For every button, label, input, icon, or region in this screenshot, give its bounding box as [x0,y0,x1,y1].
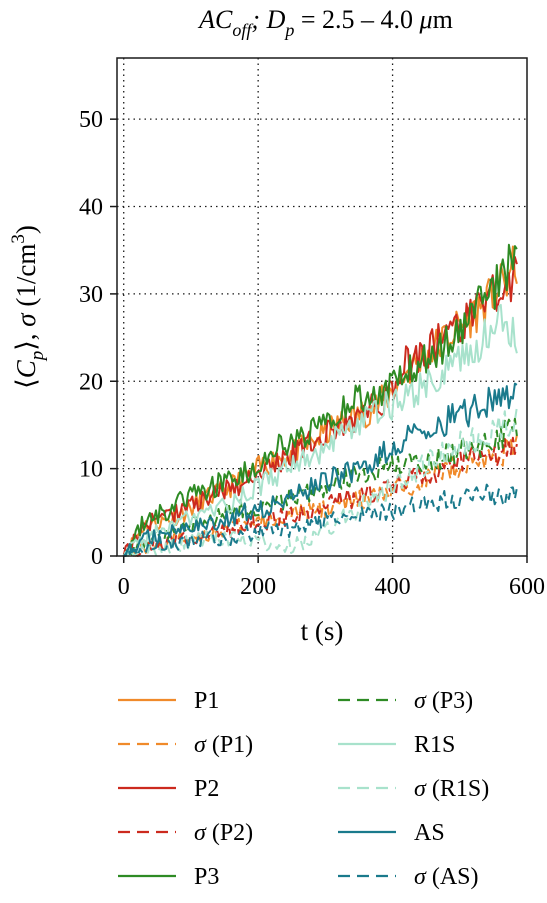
x-axis-label: t (s) [301,616,344,646]
axis-ticks: 0 200 400 600 0 10 20 30 40 50 [79,107,545,600]
legend-label: R1S [414,732,455,758]
legend-label: σ (P3) [414,688,473,714]
series-line-2 [122,256,518,557]
legend-label: AS [414,820,445,846]
series-line-9 [123,483,518,557]
y-tick-label: 40 [79,195,103,221]
series-line-8 [122,382,518,557]
legend: P1 σ (P1) P2 σ (P2) P3 σ (P3) R1S σ (R1S) AS σ (A… [118,688,489,890]
series-line-6 [123,303,518,557]
x-tick-label: 600 [509,574,545,600]
legend-label: σ (P2) [194,820,253,846]
y-tick-label: 10 [79,457,103,483]
legend-label: P1 [194,688,219,714]
series-line-4 [122,243,518,557]
x-tick-label: 200 [240,574,276,600]
chart-title: ACoff; Dp = 2.5 – 4.0 μm [197,5,453,40]
y-axis-label: ⟨Cp⟩, σ (1/cm3) [8,225,48,389]
series-line-3 [122,436,518,557]
x-tick-label: 0 [118,574,130,600]
y-tick-label: 50 [79,107,103,133]
y-tick-label: 20 [79,369,103,395]
x-tick-label: 400 [375,574,411,600]
y-tick-label: 0 [91,544,103,570]
y-tick-label: 30 [79,282,103,308]
legend-label: σ (AS) [414,864,479,890]
legend-label: P3 [194,864,219,890]
legend-label: P2 [194,776,219,802]
series-lines [122,243,518,557]
plot-frame [116,57,528,557]
legend-label: σ (R1S) [414,776,489,802]
grid-lines [117,58,527,556]
series-line-0 [122,245,518,557]
legend-label: σ (P1) [194,732,253,758]
